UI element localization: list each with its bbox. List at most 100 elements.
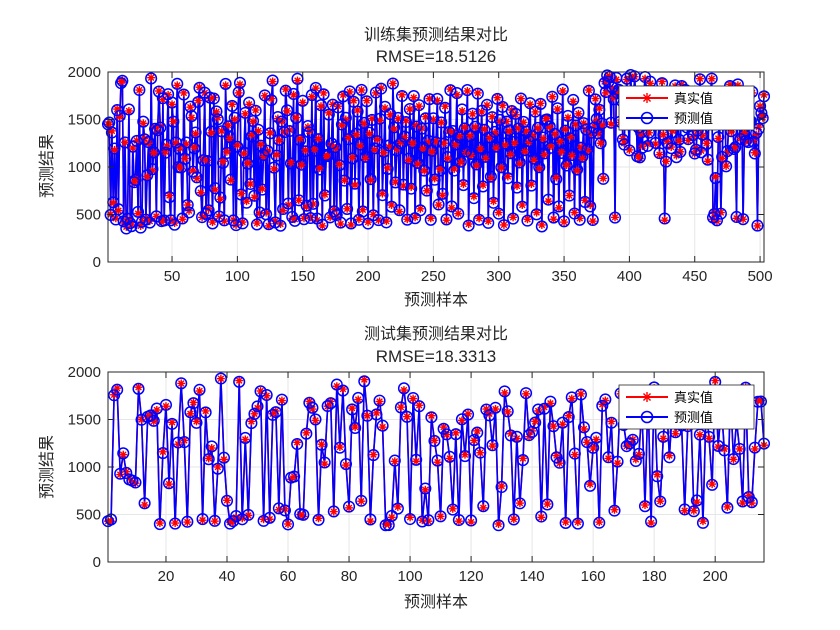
pred-point <box>535 510 548 523</box>
pred-point <box>564 132 577 145</box>
true-point <box>216 195 225 204</box>
pred-point <box>358 375 371 388</box>
pred-point <box>113 109 126 123</box>
true-point <box>505 126 514 135</box>
true-point <box>468 109 477 118</box>
pred-point <box>727 452 740 466</box>
pred-point <box>223 130 236 144</box>
pred-point <box>629 454 642 468</box>
pred-point <box>443 450 456 463</box>
true-point <box>404 156 413 165</box>
pred-point <box>596 399 609 412</box>
test-ticks: 20 40 60 80 100 120 140 160 180 20005001000150020… <box>68 364 764 585</box>
test-y-axis-label: 预测结果 <box>37 435 56 499</box>
pred-point <box>412 99 426 112</box>
true-point <box>558 420 567 429</box>
pred-point <box>189 126 202 139</box>
true-point <box>711 172 720 181</box>
true-point <box>592 435 601 444</box>
true-point <box>314 134 323 143</box>
pred-point <box>736 495 749 508</box>
pred-point <box>705 72 718 85</box>
true-point <box>228 100 237 109</box>
pred-point <box>356 205 369 218</box>
true-point <box>336 220 345 228</box>
true-point <box>194 96 203 105</box>
true-point <box>510 139 519 148</box>
true-point <box>454 209 463 218</box>
true-point <box>488 442 497 451</box>
pred-point <box>571 517 584 530</box>
pred-point <box>355 83 368 96</box>
true-point <box>476 448 485 457</box>
true-point <box>595 518 604 527</box>
pred-point <box>532 403 545 416</box>
x-tick-label: 100 <box>398 568 423 585</box>
pred-point <box>339 458 353 471</box>
true-point <box>695 74 704 83</box>
true-point <box>556 137 565 146</box>
true-point <box>438 191 447 200</box>
true-point <box>310 144 319 153</box>
true-point <box>545 123 554 132</box>
true-point <box>243 159 252 168</box>
pred-point <box>372 214 385 227</box>
y-tick-label: 1000 <box>68 159 101 176</box>
pred-point <box>476 180 490 193</box>
true-point <box>105 120 114 129</box>
pred-point <box>389 176 402 189</box>
true-point <box>722 162 731 171</box>
pred-point <box>590 431 603 444</box>
true-point <box>275 136 284 145</box>
pred-point <box>654 495 667 508</box>
true-point <box>451 428 460 437</box>
pred-point <box>214 372 227 385</box>
pred-point <box>339 111 352 124</box>
pred-point <box>535 220 548 233</box>
true-point <box>577 143 586 152</box>
true-point <box>116 470 125 479</box>
pred-point <box>375 82 388 95</box>
pred-point <box>638 500 652 513</box>
pred-point <box>435 116 448 129</box>
pred-point <box>495 480 508 494</box>
pred-point <box>525 179 538 192</box>
true-point <box>553 105 562 114</box>
true-point <box>413 160 422 169</box>
pred-point <box>544 141 558 154</box>
pred-point <box>458 450 472 463</box>
true-point <box>560 218 569 227</box>
pred-point <box>537 131 550 144</box>
train-plot-area <box>101 69 771 235</box>
pred-point <box>428 434 441 447</box>
pred-point <box>407 391 420 405</box>
pred-point <box>509 107 522 120</box>
true-point <box>540 150 549 159</box>
true-point <box>254 126 263 135</box>
true-point <box>354 215 363 224</box>
pred-point <box>316 218 329 231</box>
true-point <box>695 430 704 439</box>
pred-point <box>173 143 186 156</box>
true-point <box>714 443 723 452</box>
true-point <box>443 154 452 163</box>
true-point <box>565 191 574 200</box>
true-point <box>294 196 303 205</box>
true-point <box>660 216 669 225</box>
pred-point <box>210 105 223 118</box>
true-point <box>177 379 186 388</box>
pred-point <box>288 214 301 227</box>
pred-point <box>608 504 621 517</box>
pred-point <box>202 204 215 217</box>
pred-point <box>584 479 597 492</box>
pred-point <box>416 515 429 528</box>
pred-point <box>529 416 542 429</box>
pred-point <box>180 136 193 149</box>
pred-point <box>321 150 334 163</box>
true-point <box>472 162 481 171</box>
pred-point <box>207 92 220 105</box>
true-point <box>211 185 220 194</box>
true-point <box>711 376 720 385</box>
true-point <box>729 455 738 464</box>
pred-point <box>721 144 734 158</box>
